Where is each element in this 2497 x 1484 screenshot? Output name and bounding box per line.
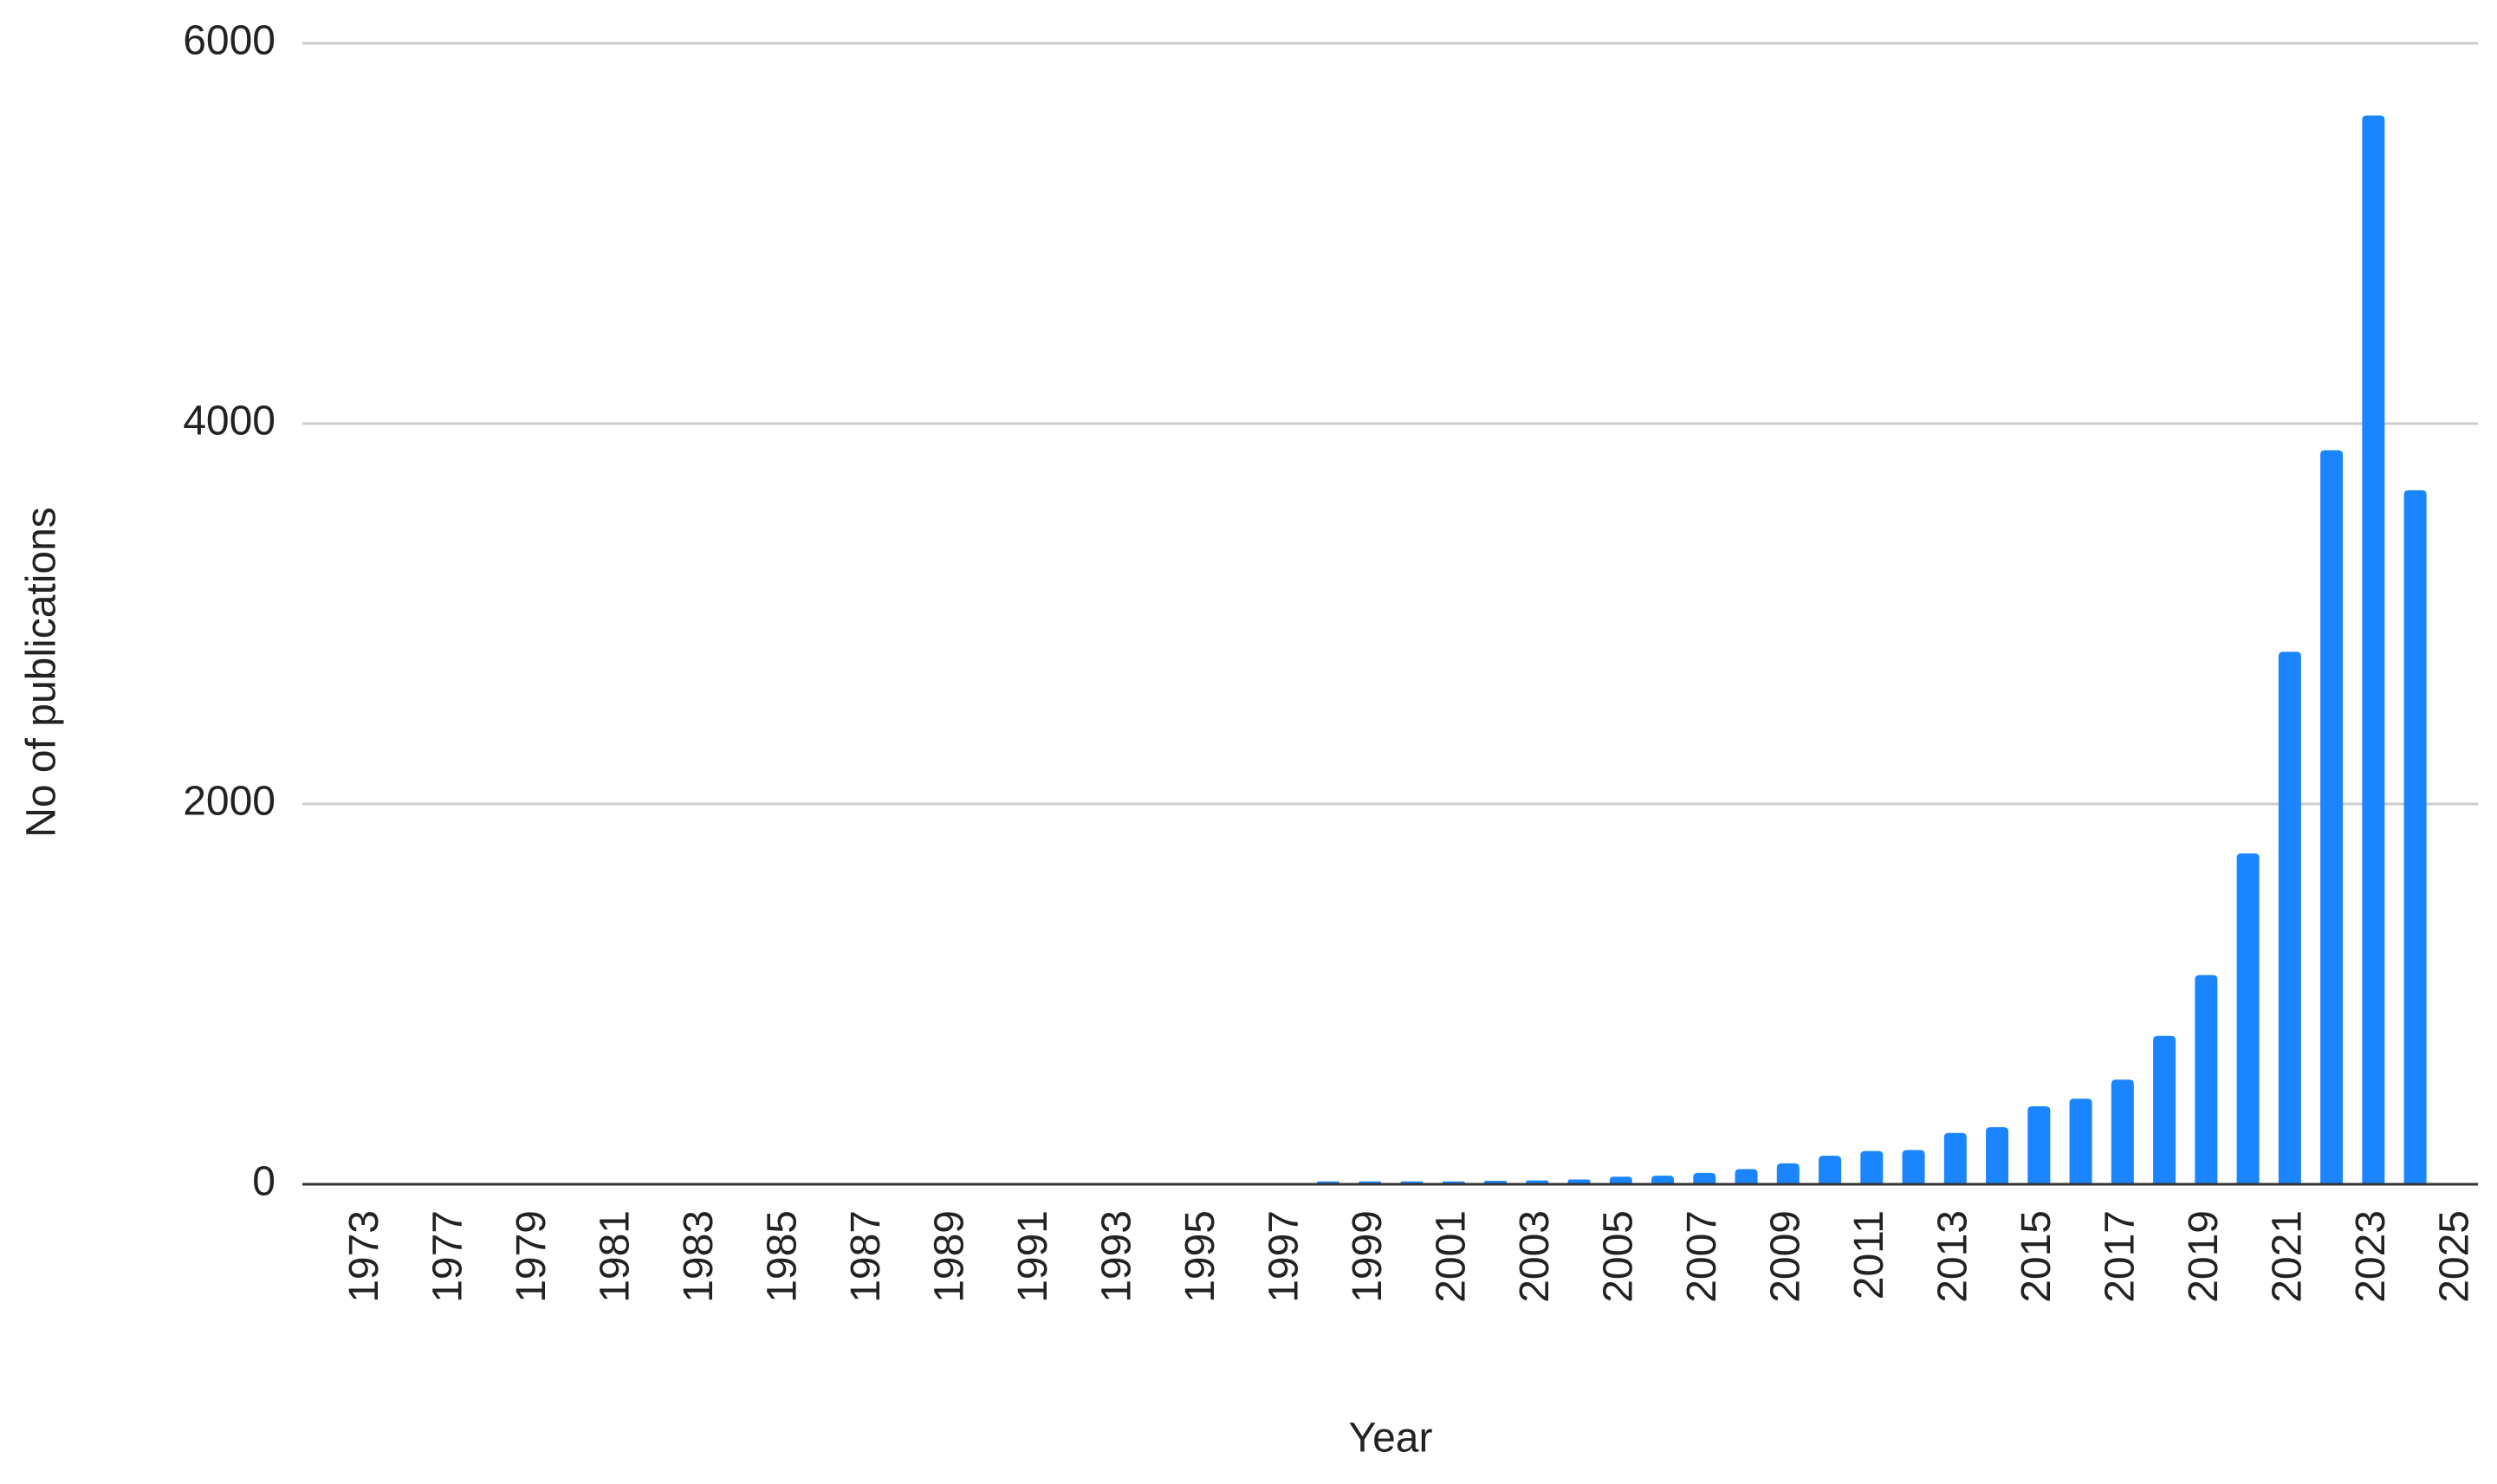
bar: [1860, 1150, 1884, 1184]
x-tick-label: 1973: [341, 1210, 387, 1303]
bar: [2111, 1079, 2134, 1184]
y-tick-label: 4000: [183, 399, 276, 444]
x-tick-label: 1989: [926, 1210, 972, 1303]
x-tick-label: 2015: [2014, 1210, 2059, 1303]
bar: [1735, 1169, 1758, 1184]
y-tick-label: 0: [252, 1159, 276, 1205]
bar: [2236, 853, 2260, 1184]
x-tick-label: 2001: [1428, 1210, 1474, 1303]
x-tick-label: 1999: [1345, 1210, 1391, 1303]
bar: [2195, 975, 2218, 1184]
x-tick-label: 2003: [1512, 1210, 1558, 1303]
bar: [1693, 1172, 1716, 1184]
x-tick-label: 2025: [2432, 1210, 2478, 1303]
x-axis-title: Year: [1349, 1416, 1433, 1461]
bar: [2278, 651, 2301, 1184]
bar: [1651, 1176, 1675, 1184]
x-tick-label: 2011: [1846, 1210, 1892, 1299]
y-tick-label: 2000: [183, 779, 276, 825]
y-axis-title: No of publications: [19, 507, 65, 838]
bar: [1609, 1176, 1632, 1184]
x-tick-label: 1977: [425, 1210, 470, 1303]
y-tick-label: 6000: [183, 18, 276, 64]
x-tick-label: 2009: [1762, 1210, 1808, 1303]
bar: [2362, 115, 2385, 1184]
x-tick-label: 1991: [1010, 1210, 1056, 1303]
x-tick-label: 1981: [592, 1210, 638, 1303]
bar: [2069, 1098, 2092, 1184]
x-tick-label: 1995: [1177, 1210, 1223, 1303]
bar: [2403, 489, 2427, 1184]
x-tick-label: 2019: [2181, 1210, 2227, 1303]
x-tick-label: 2021: [2265, 1210, 2311, 1303]
bar: [2153, 1035, 2176, 1184]
x-tick-label: 1979: [509, 1210, 555, 1303]
x-tick-label: 1993: [1093, 1210, 1139, 1303]
x-tick-label: 1983: [676, 1210, 722, 1303]
x-tick-label: 1985: [759, 1210, 805, 1303]
x-tick-label: 2013: [1930, 1210, 1975, 1303]
bar: [2027, 1106, 2051, 1184]
x-tick-label: 2007: [1679, 1210, 1725, 1303]
bar: [1819, 1156, 1842, 1184]
x-tick-label: 2005: [1595, 1210, 1641, 1303]
bar: [1986, 1127, 2009, 1184]
x-tick-label: 1987: [843, 1210, 889, 1303]
x-tick-label: 2023: [2348, 1210, 2394, 1303]
bar: [1902, 1150, 1925, 1184]
x-tick-label: 2017: [2098, 1210, 2144, 1303]
bar: [1776, 1163, 1800, 1184]
bar: [2320, 450, 2344, 1184]
bar: [1943, 1132, 1967, 1184]
x-tick-label: 1997: [1261, 1210, 1307, 1303]
